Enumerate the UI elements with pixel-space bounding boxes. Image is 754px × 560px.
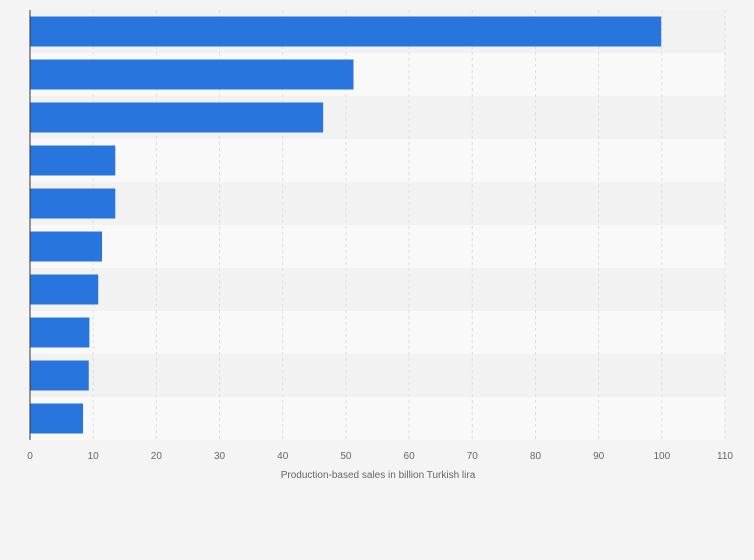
bar[interactable] (30, 102, 324, 133)
x-axis-ticks: 0 10 20 30 40 50 60 70 80 90 100 110 (27, 451, 733, 462)
bar[interactable] (30, 16, 662, 47)
x-tick-label: 90 (593, 451, 605, 462)
row-band (30, 225, 725, 268)
x-tick-label: 10 (88, 451, 100, 462)
row-band (30, 397, 725, 440)
row-band (30, 311, 725, 354)
x-axis-title: Production-based sales in billion Turkis… (281, 470, 476, 481)
row-band (30, 354, 725, 397)
x-tick-label: 30 (214, 451, 226, 462)
row-band (30, 139, 725, 182)
x-tick-label: 110 (717, 451, 733, 462)
bar[interactable] (30, 360, 89, 391)
bar[interactable] (30, 274, 99, 305)
row-bands (30, 10, 725, 440)
bar[interactable] (30, 59, 354, 90)
x-tick-label: 80 (530, 451, 542, 462)
x-tick-label: 60 (404, 451, 416, 462)
bar[interactable] (30, 231, 103, 262)
x-tick-label: 0 (27, 451, 33, 462)
bars (30, 16, 662, 434)
x-tick-label: 20 (151, 451, 163, 462)
row-band (30, 182, 725, 225)
bar[interactable] (30, 145, 116, 176)
bar[interactable] (30, 188, 116, 219)
x-tick-label: 50 (340, 451, 352, 462)
x-tick-label: 70 (467, 451, 479, 462)
x-tick-label: 40 (277, 451, 289, 462)
row-band (30, 268, 725, 311)
bar[interactable] (30, 403, 84, 434)
x-tick-label: 100 (653, 451, 670, 462)
bar[interactable] (30, 317, 90, 348)
